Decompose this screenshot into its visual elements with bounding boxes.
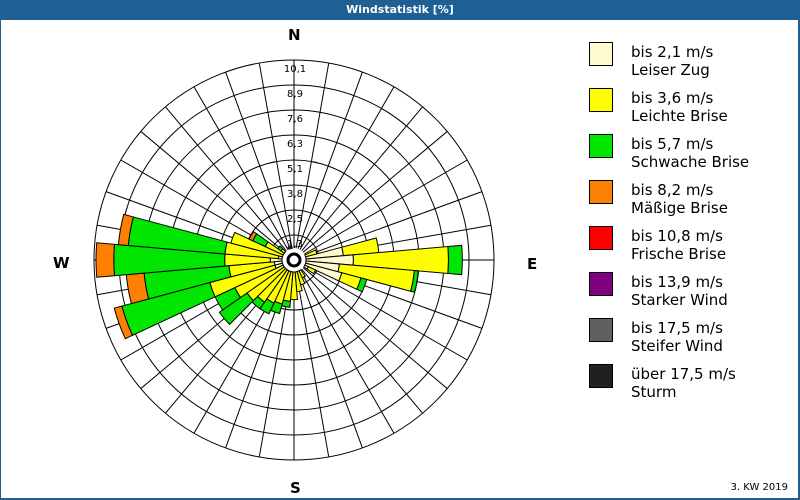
compass-west-label: W [53,254,70,272]
legend: bis 2,1 m/s Leiser Zug bis 3,6 m/s Leichte… [589,42,789,410]
period-label: 3. KW 2019 [730,482,788,493]
legend-range: bis 10,8 m/s [631,227,723,245]
legend-range: über 17,5 m/s [631,365,736,383]
legend-label: Sturm [631,383,677,401]
legend-item: über 17,5 m/s Sturm [589,364,789,410]
legend-label: Starker Wind [631,291,728,309]
radial-tick-label: 10,1 [284,64,306,75]
legend-item: bis 13,9 m/s Starker Wind [589,272,789,318]
legend-label: Steifer Wind [631,337,723,355]
legend-swatch [589,318,613,342]
legend-range: bis 13,9 m/s [631,273,723,291]
compass-south-label: S [290,479,301,497]
radial-tick-label: 6,3 [287,139,303,150]
legend-label: Mäßige Brise [631,199,728,217]
compass-north-label: N [288,26,301,44]
radial-tick-label: 1,3 [287,239,303,250]
legend-item: bis 8,2 m/s Mäßige Brise [589,180,789,226]
legend-label: Leichte Brise [631,107,728,125]
legend-label: Leiser Zug [631,61,710,79]
compass-east-label: E [527,255,538,273]
radial-tick-label: 3,8 [287,189,303,200]
legend-item: bis 3,6 m/s Leichte Brise [589,88,789,134]
legend-swatch [589,364,613,388]
legend-label: Frische Brise [631,245,727,263]
radial-tick-label: 2,5 [287,214,303,225]
radial-tick-label: 8,9 [287,89,303,100]
chart-panel: 1,3 2,5 3,8 5,1 6,3 7,6 8,9 10,1 N E S W bis 2,… [1,20,798,498]
legend-swatch [589,180,613,204]
legend-item: bis 5,7 m/s Schwache Brise [589,134,789,180]
legend-swatch [589,272,613,296]
legend-swatch [589,42,613,66]
wind-rose-chart: 1,3 2,5 3,8 5,1 6,3 7,6 8,9 10,1 [93,59,495,461]
legend-item: bis 17,5 m/s Steifer Wind [589,318,789,364]
legend-range: bis 5,7 m/s [631,135,714,153]
legend-swatch [589,88,613,112]
legend-range: bis 3,6 m/s [631,89,714,107]
legend-swatch [589,134,613,158]
radial-tick-label: 7,6 [287,114,303,125]
radial-tick-label: 5,1 [287,164,303,175]
legend-item: bis 2,1 m/s Leiser Zug [589,42,789,88]
legend-range: bis 2,1 m/s [631,43,714,61]
legend-item: bis 10,8 m/s Frische Brise [589,226,789,272]
window-title: Windstatistik [%] [0,0,800,20]
legend-range: bis 8,2 m/s [631,181,714,199]
legend-swatch [589,226,613,250]
legend-label: Schwache Brise [631,153,750,171]
legend-range: bis 17,5 m/s [631,319,723,337]
